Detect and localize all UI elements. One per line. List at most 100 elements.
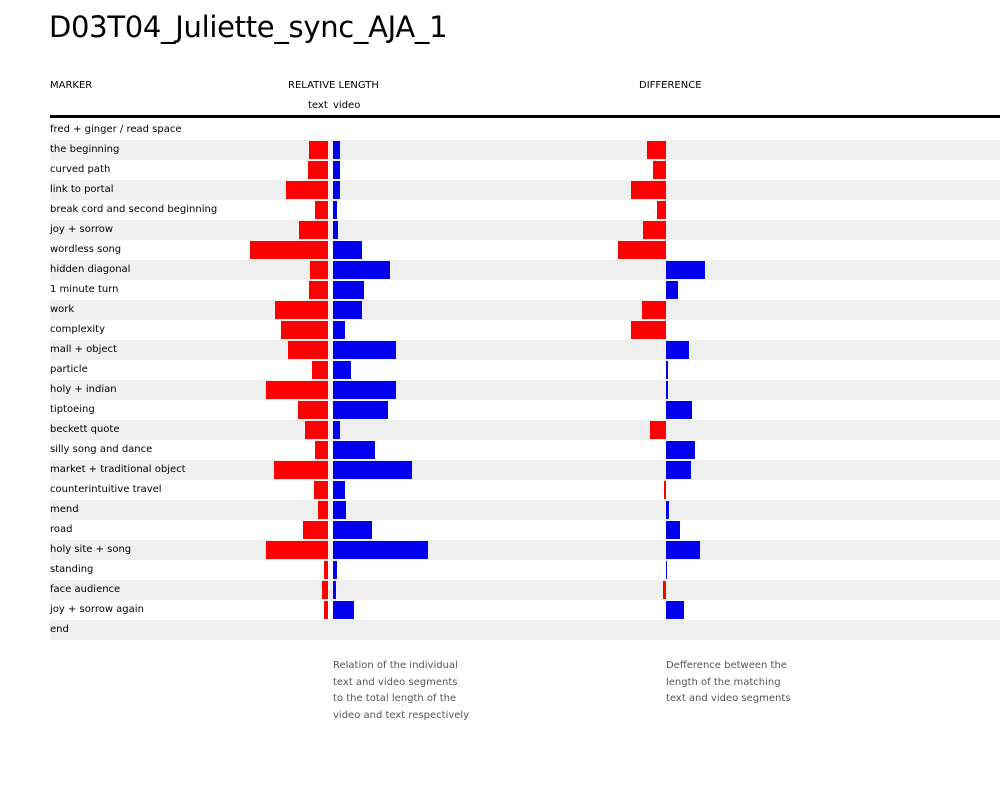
video-length-bar [333, 601, 354, 619]
text-length-bar [324, 561, 328, 579]
difference-bar [666, 541, 700, 559]
marker-row: end [50, 620, 1000, 640]
difference-bar [666, 261, 705, 279]
video-length-bar [333, 521, 372, 539]
difference-bar [618, 241, 666, 259]
legend-video: video [333, 100, 361, 111]
video-length-bar [333, 341, 396, 359]
marker-row: face audience [50, 580, 1000, 600]
marker-label: beckett quote [50, 424, 120, 435]
text-length-bar [288, 341, 328, 359]
difference-bar [664, 481, 666, 499]
marker-label: silly song and dance [50, 444, 153, 455]
video-length-bar [333, 461, 412, 479]
marker-label: complexity [50, 324, 105, 335]
difference-bar [643, 221, 666, 239]
header-rule [50, 115, 1000, 118]
video-length-bar [333, 421, 340, 439]
text-length-bar [299, 221, 328, 239]
marker-row: 1 minute turn [50, 280, 1000, 300]
column-header-relative-length: RELATIVE LENGTH [288, 80, 379, 91]
video-length-bar [333, 481, 345, 499]
marker-label: counterintuitive travel [50, 484, 162, 495]
difference-bar [653, 161, 666, 179]
difference-bar [666, 601, 684, 619]
column-header-marker: MARKER [50, 80, 93, 91]
marker-row: counterintuitive travel [50, 480, 1000, 500]
marker-label: break cord and second beginning [50, 204, 218, 215]
marker-rows: fred + ginger / read space the beginning c… [50, 120, 1000, 640]
marker-label: wordless song [50, 244, 122, 255]
marker-label: mall + object [50, 344, 117, 355]
difference-bar [647, 141, 666, 159]
video-length-bar [333, 281, 364, 299]
difference-bar [666, 341, 689, 359]
difference-bar [666, 501, 669, 519]
text-length-bar [309, 141, 328, 159]
text-length-bar [266, 541, 328, 559]
text-length-bar [305, 421, 328, 439]
video-length-bar [333, 201, 337, 219]
video-length-bar [333, 261, 390, 279]
video-length-bar [333, 541, 428, 559]
video-length-bar [333, 501, 346, 519]
video-length-bar [333, 561, 337, 579]
marker-row: road [50, 520, 1000, 540]
page-title: D03T04_Juliette_sync_AJA_1 [49, 10, 448, 44]
marker-row: hidden diagonal [50, 260, 1000, 280]
text-length-bar [275, 301, 328, 319]
marker-row: curved path [50, 160, 1000, 180]
marker-label: the beginning [50, 144, 120, 155]
marker-label: fred + ginger / read space [50, 124, 182, 135]
text-length-bar [315, 201, 328, 219]
difference-bar [666, 401, 692, 419]
text-length-bar [309, 281, 328, 299]
marker-label: work [50, 304, 75, 315]
marker-row: tiptoeing [50, 400, 1000, 420]
marker-label: mend [50, 504, 79, 515]
marker-row: the beginning [50, 140, 1000, 160]
marker-row: mend [50, 500, 1000, 520]
difference-bar [631, 321, 666, 339]
marker-row: standing [50, 560, 1000, 580]
video-length-bar [333, 381, 396, 399]
marker-label: curved path [50, 164, 111, 175]
text-length-bar [315, 441, 328, 459]
marker-label: holy site + song [50, 544, 132, 555]
column-header-difference: DIFFERENCE [639, 80, 702, 91]
difference-bar [666, 521, 680, 539]
marker-label: tiptoeing [50, 404, 95, 415]
caption-relative-length: Relation of the individual text and vide… [333, 660, 470, 721]
marker-row: joy + sorrow again [50, 600, 1000, 620]
video-length-bar [333, 401, 388, 419]
text-length-bar [310, 261, 328, 279]
marker-label: 1 minute turn [50, 284, 119, 295]
video-length-bar [333, 581, 336, 599]
marker-label: hidden diagonal [50, 264, 131, 275]
video-length-bar [333, 441, 375, 459]
text-length-bar [324, 601, 328, 619]
difference-bar [666, 381, 668, 399]
marker-label: joy + sorrow again [50, 604, 144, 615]
text-length-bar [286, 181, 328, 199]
legend-text: text [308, 100, 328, 111]
difference-bar [663, 581, 666, 599]
text-length-bar [274, 461, 328, 479]
caption-difference: Defference between the length of the mat… [666, 660, 791, 704]
text-length-bar [308, 161, 328, 179]
marker-label: face audience [50, 584, 121, 595]
marker-row: mall + object [50, 340, 1000, 360]
text-length-bar [281, 321, 328, 339]
text-length-bar [266, 381, 328, 399]
video-length-bar [333, 301, 362, 319]
marker-row: fred + ginger / read space [50, 120, 1000, 140]
difference-bar [666, 561, 667, 579]
text-length-bar [314, 481, 328, 499]
marker-row: break cord and second beginning [50, 200, 1000, 220]
marker-label: holy + indian [50, 384, 117, 395]
video-length-bar [333, 221, 338, 239]
video-length-bar [333, 321, 345, 339]
video-length-bar [333, 241, 362, 259]
marker-label: market + traditional object [50, 464, 186, 475]
chart-bars [250, 141, 705, 619]
